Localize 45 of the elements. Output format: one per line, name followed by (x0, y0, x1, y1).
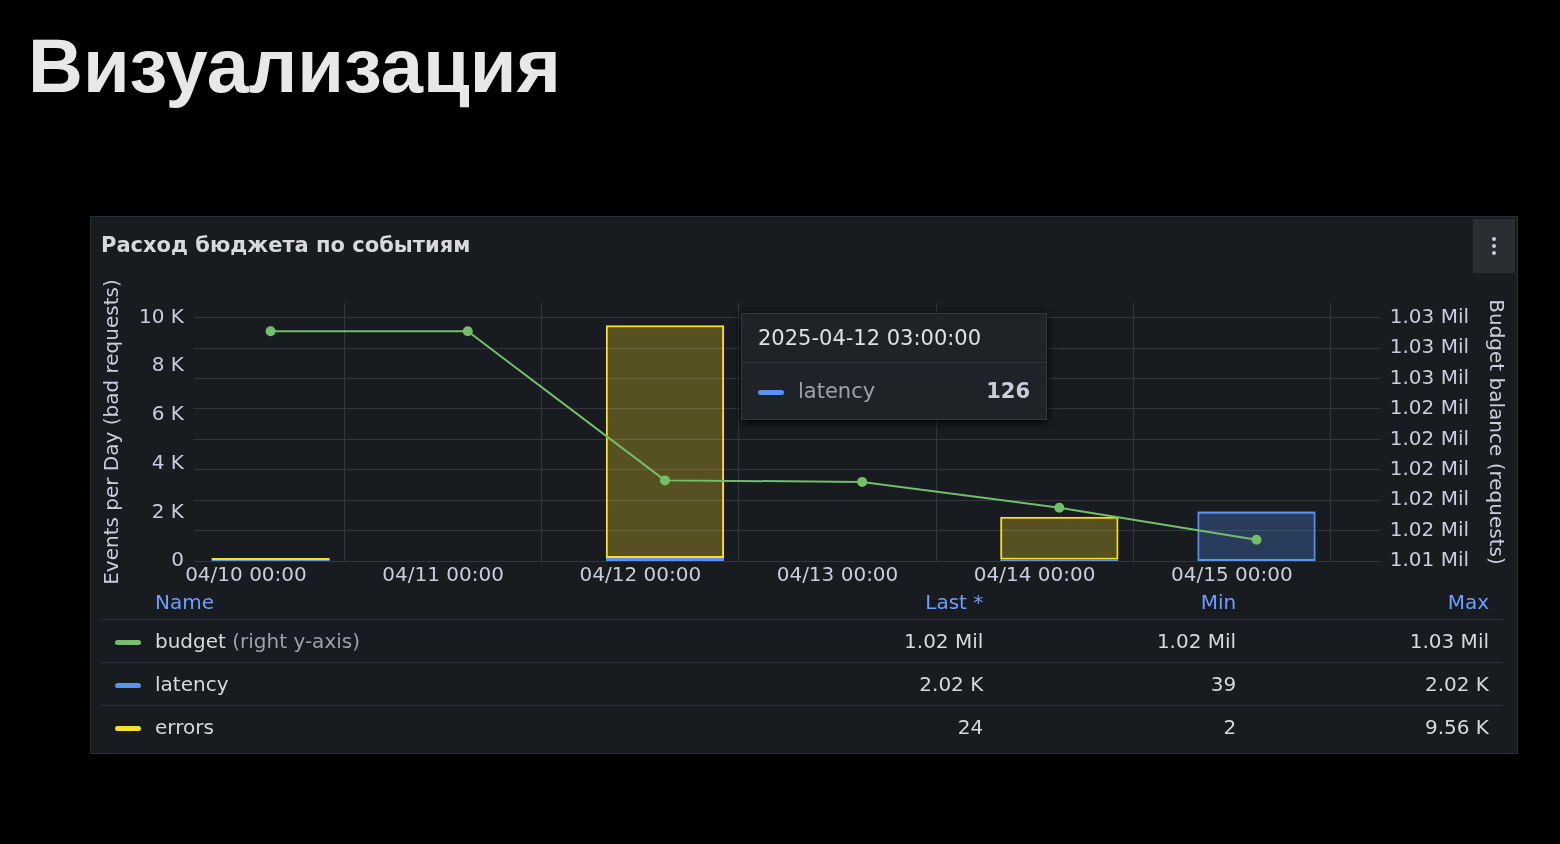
x-tick-label: 04/12 00:00 (579, 562, 702, 587)
y2-tick-label: 1.02 Mil (1389, 455, 1470, 480)
annotation: 2025-04-12 03:00:00 (742, 314, 1046, 363)
text: 1.02 Mil (744, 619, 998, 663)
text: 2 (997, 705, 1251, 748)
x-tick-label: 04/14 00:00 (973, 562, 1096, 587)
text: 2.02 K (744, 662, 998, 706)
text: 24 (744, 705, 998, 748)
y-tick-label: 10 K (139, 303, 185, 328)
y2-tick-label: 1.01 Mil (1389, 547, 1470, 572)
y2-tick-label: 1.03 Mil (1389, 364, 1470, 389)
y-tick-label: 2 K (151, 498, 185, 523)
text: latency (155, 672, 229, 696)
text: 1.02 Mil (997, 619, 1251, 663)
text: Min (1199, 589, 1238, 616)
y-axis-title: Events per Day (bad requests) (99, 279, 124, 585)
text: Name (154, 589, 215, 616)
y2-tick-label: 1.03 Mil (1389, 303, 1470, 328)
text: (right y-axis) (232, 629, 360, 653)
x-tick-label: 04/10 00:00 (185, 562, 307, 587)
text: 2.02 K (1250, 662, 1503, 706)
legend-label: latency (798, 379, 876, 403)
y2-tick-label: 1.03 Mil (1389, 334, 1470, 359)
y-tick-label: 8 K (151, 352, 185, 377)
text: 1.03 Mil (1250, 619, 1503, 663)
y-tick-label: 6 K (151, 401, 185, 426)
chart-subtitle: Расход бюджета по событиям (101, 233, 471, 257)
legend-label: budget (155, 629, 226, 653)
legend-label: errors (101, 705, 745, 748)
text: 9.56 K (1250, 705, 1503, 748)
y2-axis-title: Budget balance (requests) (1484, 299, 1509, 565)
x-tick-label: 04/15 00:00 (1171, 562, 1293, 587)
x-tick-label: 04/11 00:00 (382, 562, 504, 587)
annotation: 126 (986, 379, 1030, 403)
y2-tick-label: 1.02 Mil (1389, 516, 1470, 541)
chart-title: Визуализация (28, 22, 561, 109)
text: Max (1446, 589, 1490, 616)
y-tick-label: 0 (171, 547, 184, 572)
text: 39 (997, 662, 1251, 706)
y2-tick-label: 1.02 Mil (1389, 425, 1470, 450)
y2-tick-label: 1.02 Mil (1389, 395, 1470, 420)
y2-tick-label: 1.02 Mil (1389, 486, 1470, 511)
y-tick-label: 4 K (151, 449, 185, 474)
text: Last * (924, 589, 985, 616)
x-tick-label: 04/13 00:00 (776, 562, 899, 587)
